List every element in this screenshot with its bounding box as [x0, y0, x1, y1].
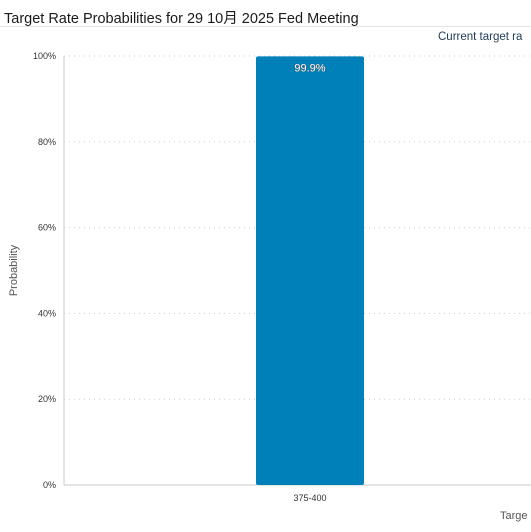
y-tick-label-3: 60% [38, 223, 56, 233]
x-axis-title: Targe [500, 510, 528, 522]
bars [256, 56, 364, 485]
chart-title: Target Rate Probabilities for 29 10月 202… [4, 11, 359, 27]
y-tick-label-0: 0% [43, 480, 56, 490]
y-axis-title: Probability [8, 244, 20, 296]
y-tick-label-2: 40% [38, 308, 56, 318]
chart-subtitle: Current target ra [438, 31, 523, 43]
y-tick-label-5: 100% [33, 51, 56, 61]
x-tick-label-375-400: 375-400 [293, 493, 326, 503]
labels: 0% 20% 40% 60% 80% 100% 99.9% 375-400 [33, 51, 327, 503]
y-tick-label-1: 20% [38, 394, 56, 404]
data-label-375-400: 99.9% [294, 62, 325, 74]
y-tick-label-4: 80% [38, 137, 56, 147]
bar-375-400[interactable] [256, 56, 364, 485]
